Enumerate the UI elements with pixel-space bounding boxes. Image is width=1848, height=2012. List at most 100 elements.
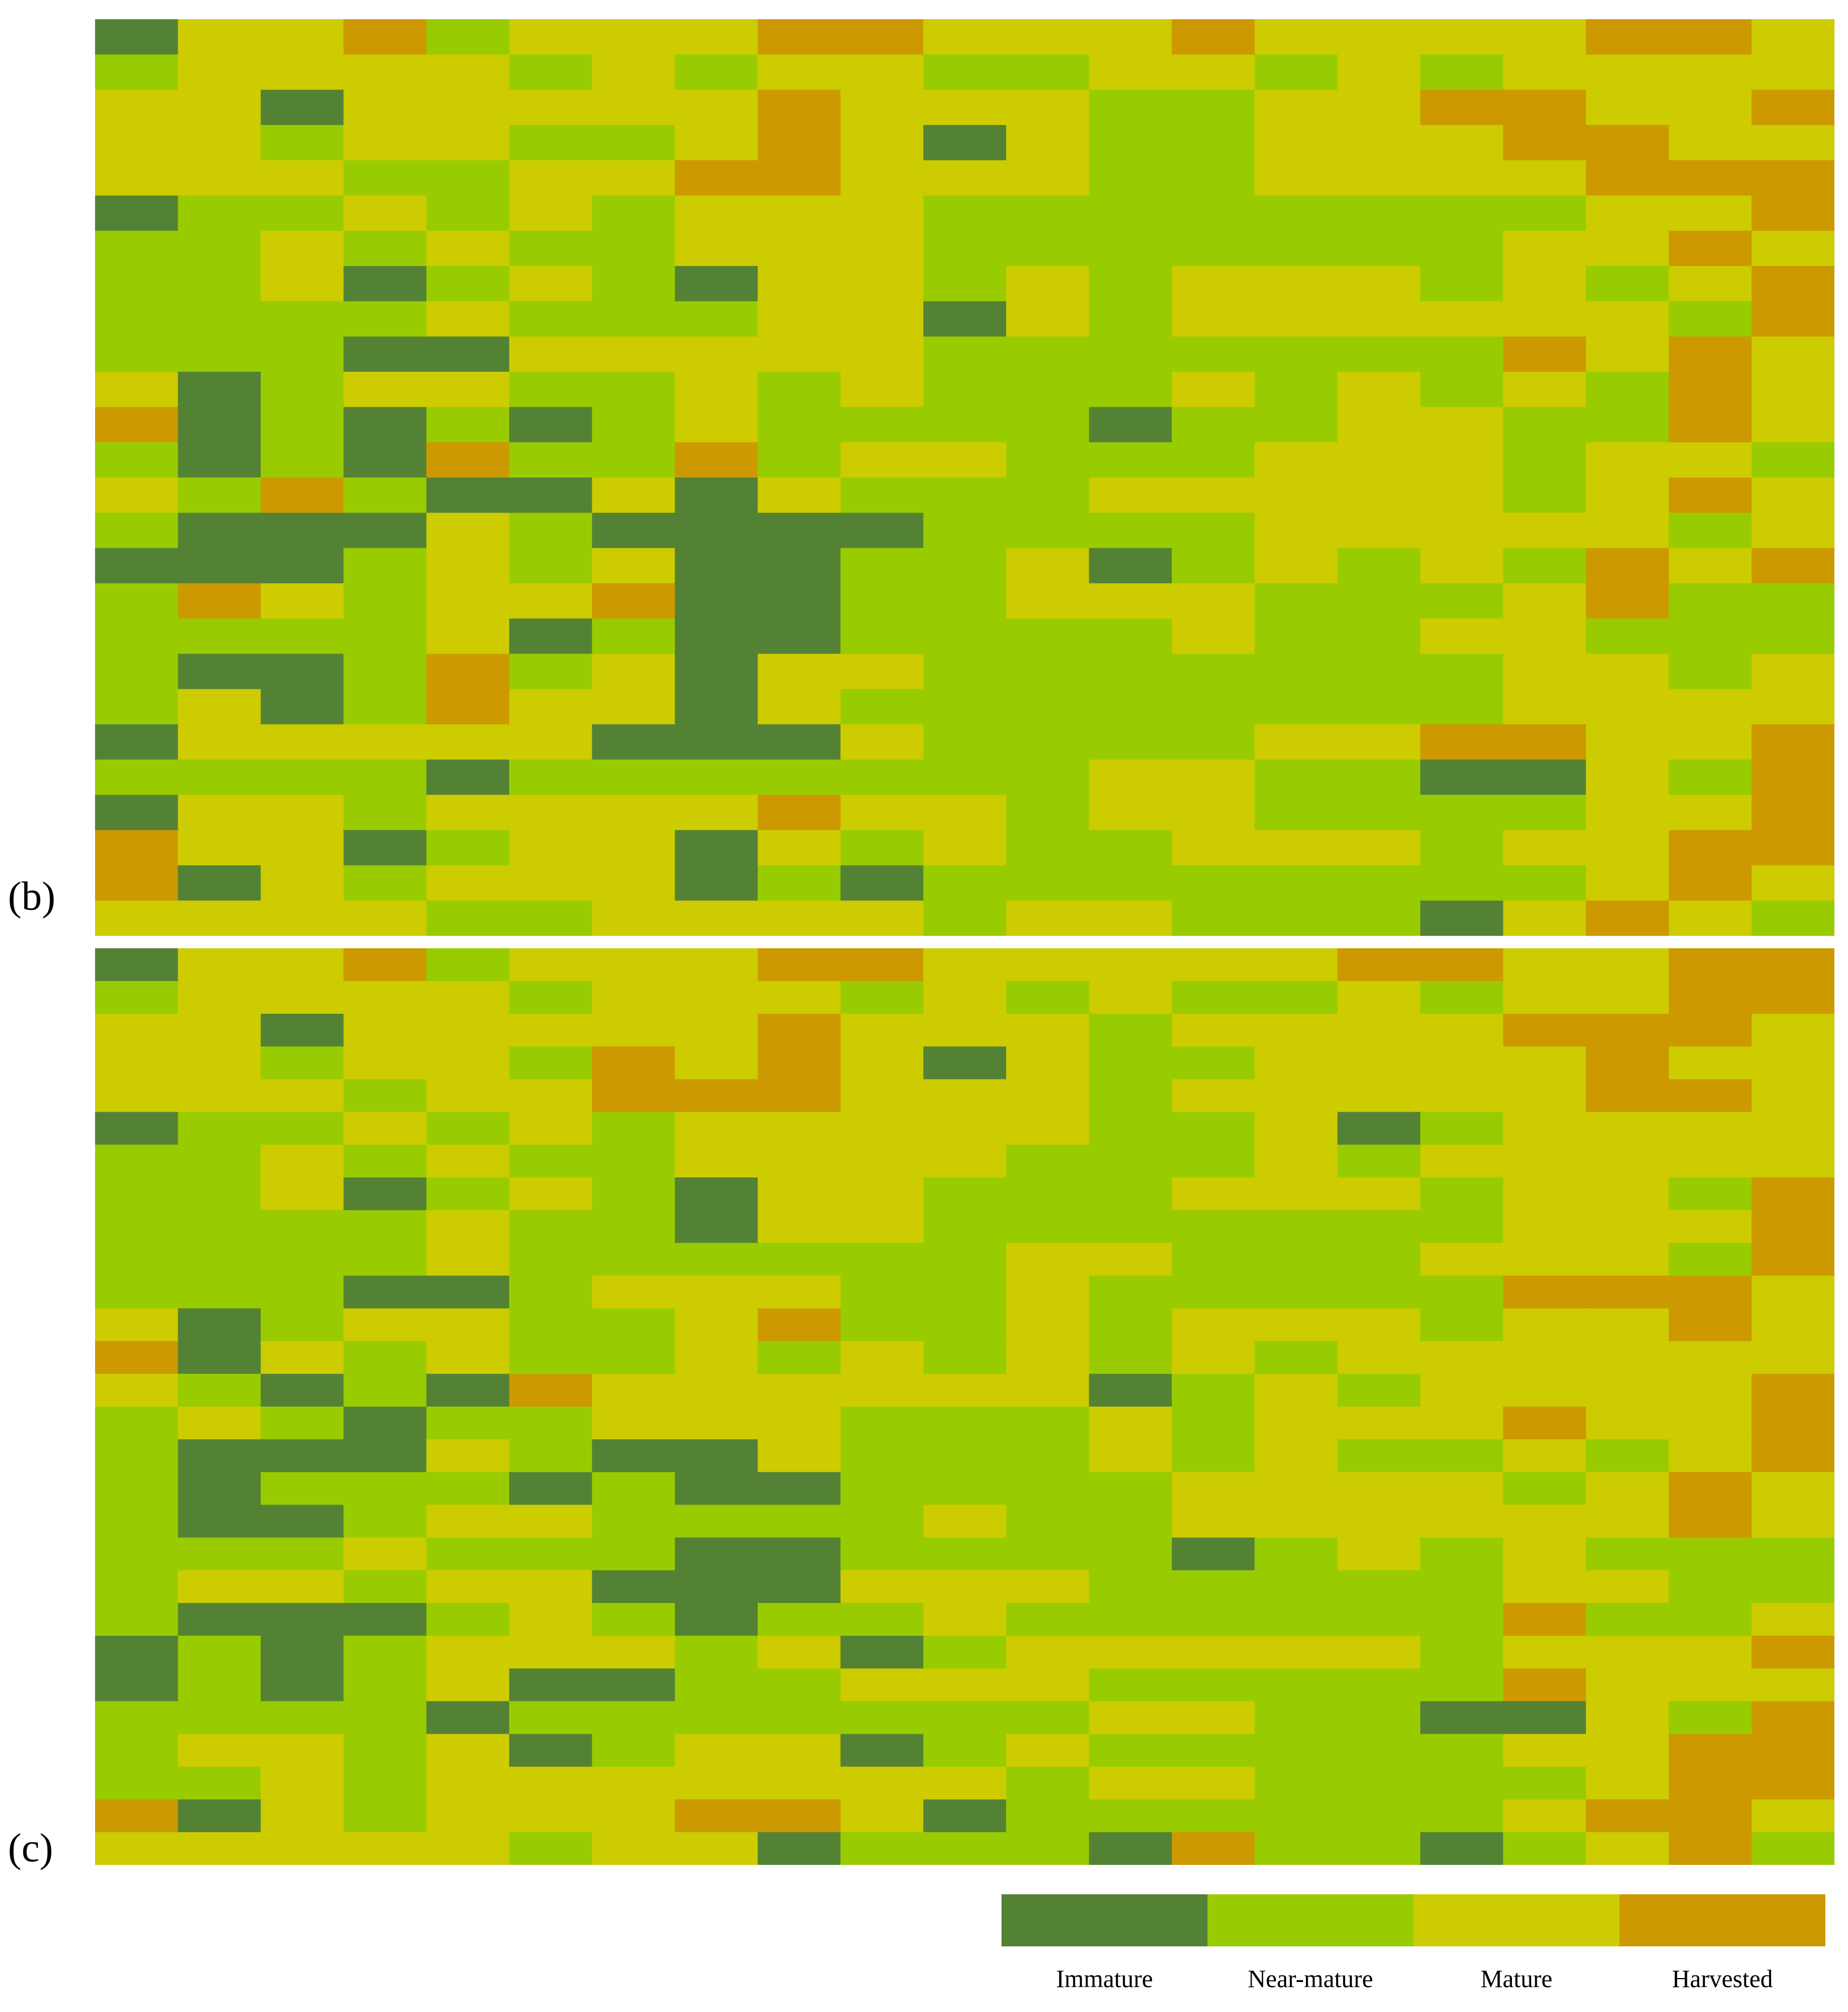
heatmap-cell xyxy=(1089,1832,1172,1865)
heatmap-cell xyxy=(1089,478,1172,514)
heatmap-cell xyxy=(260,19,344,55)
heatmap-cell xyxy=(923,1636,1007,1669)
heatmap-cell xyxy=(1254,1603,1338,1636)
heatmap-cell xyxy=(509,794,593,831)
heatmap-cell xyxy=(1585,1112,1670,1145)
heatmap-cell xyxy=(1751,548,1834,584)
heatmap-cell xyxy=(1503,336,1587,372)
heatmap-cell xyxy=(343,948,427,982)
heatmap-cell xyxy=(840,724,924,760)
heatmap-cell xyxy=(178,865,261,901)
heatmap-cell xyxy=(923,407,1007,443)
heatmap-cell xyxy=(1669,195,1752,231)
heatmap-cell xyxy=(674,1112,758,1145)
heatmap-cell xyxy=(1254,1701,1338,1735)
heatmap-cell xyxy=(1006,1701,1090,1735)
heatmap-cell xyxy=(1669,230,1752,266)
heatmap-cell xyxy=(509,1766,593,1800)
heatmap-cell xyxy=(1585,1504,1670,1538)
heatmap-cell xyxy=(178,794,261,831)
heatmap-cell xyxy=(343,1046,427,1080)
heatmap-cell xyxy=(1006,1046,1090,1080)
heatmap-cell xyxy=(509,1210,593,1244)
heatmap-cell xyxy=(840,301,924,337)
heatmap-cell xyxy=(1089,1243,1172,1276)
heatmap-cell xyxy=(1669,654,1752,690)
heatmap-cell xyxy=(1006,1308,1090,1342)
heatmap-cell xyxy=(923,1603,1007,1636)
heatmap-cell xyxy=(923,1177,1007,1211)
heatmap-cell xyxy=(1503,442,1587,478)
heatmap-cell xyxy=(509,548,593,584)
heatmap-cell xyxy=(178,1308,261,1342)
heatmap-cell xyxy=(1503,19,1587,55)
heatmap-cell xyxy=(758,230,841,266)
heatmap-cell xyxy=(923,1308,1007,1342)
heatmap-cell xyxy=(923,1832,1007,1865)
heatmap-cell xyxy=(923,230,1007,266)
heatmap-cell xyxy=(1006,19,1090,55)
heatmap-cell xyxy=(1254,1636,1338,1669)
heatmap-cell xyxy=(260,1504,344,1538)
heatmap-cell xyxy=(95,794,179,831)
heatmap-cell xyxy=(1337,54,1421,91)
heatmap-cell xyxy=(758,1046,841,1080)
heatmap-cell xyxy=(1337,1374,1421,1407)
heatmap-cell xyxy=(674,865,758,901)
heatmap-cell xyxy=(426,1472,510,1506)
heatmap-cell xyxy=(592,89,676,126)
heatmap-cell xyxy=(509,124,593,161)
heatmap-cell xyxy=(923,1341,1007,1374)
heatmap-cell xyxy=(1089,1112,1172,1145)
heatmap-cell xyxy=(1669,407,1752,443)
heatmap-cell xyxy=(1669,1243,1752,1276)
heatmap-cell xyxy=(1089,230,1172,266)
heatmap-cell xyxy=(758,54,841,91)
heatmap-cell xyxy=(178,1046,261,1080)
heatmap-cell xyxy=(178,1701,261,1735)
heatmap-cell xyxy=(1669,1668,1752,1702)
heatmap-cell xyxy=(592,124,676,161)
heatmap-cell xyxy=(1006,1734,1090,1768)
heatmap-cell xyxy=(260,1570,344,1603)
heatmap-cell xyxy=(178,1570,261,1603)
heatmap-cell xyxy=(1751,195,1834,231)
heatmap-cell xyxy=(426,442,510,478)
heatmap-cell xyxy=(343,407,427,443)
heatmap-cell xyxy=(1337,1275,1421,1309)
heatmap-cell xyxy=(674,1472,758,1506)
heatmap-cell xyxy=(1006,336,1090,372)
heatmap-cell xyxy=(1669,1112,1752,1145)
heatmap-cell xyxy=(1171,1570,1256,1603)
heatmap-cell xyxy=(1669,981,1752,1014)
heatmap-cell xyxy=(1006,1799,1090,1833)
heatmap-cell xyxy=(178,1636,261,1669)
heatmap-cell xyxy=(343,1308,427,1342)
heatmap-cell xyxy=(1089,1308,1172,1342)
heatmap-cell xyxy=(343,583,427,620)
heatmap-cell xyxy=(178,1079,261,1113)
heatmap-cell xyxy=(1006,1177,1090,1211)
heatmap-cell xyxy=(1669,1603,1752,1636)
heatmap-cell xyxy=(923,478,1007,514)
heatmap-cell xyxy=(840,1636,924,1669)
heatmap-cell xyxy=(1254,1734,1338,1768)
heatmap-cell xyxy=(178,1275,261,1309)
heatmap-cell xyxy=(1420,301,1504,337)
heatmap-cell xyxy=(923,1407,1007,1440)
heatmap-cell xyxy=(1337,1243,1421,1276)
heatmap-cell xyxy=(674,1308,758,1342)
heatmap-cell xyxy=(1006,1570,1090,1603)
heatmap-cell xyxy=(674,160,758,196)
heatmap-cell xyxy=(426,724,510,760)
heatmap-cell xyxy=(1585,89,1670,126)
heatmap-cell xyxy=(1420,407,1504,443)
heatmap-cell xyxy=(923,948,1007,982)
heatmap-cell xyxy=(426,1603,510,1636)
heatmap-cell xyxy=(592,1701,676,1735)
heatmap-cell xyxy=(1171,1799,1256,1833)
heatmap-cell xyxy=(1337,478,1421,514)
heatmap-cell xyxy=(592,794,676,831)
heatmap-cell xyxy=(1089,548,1172,584)
heatmap-cell xyxy=(343,724,427,760)
